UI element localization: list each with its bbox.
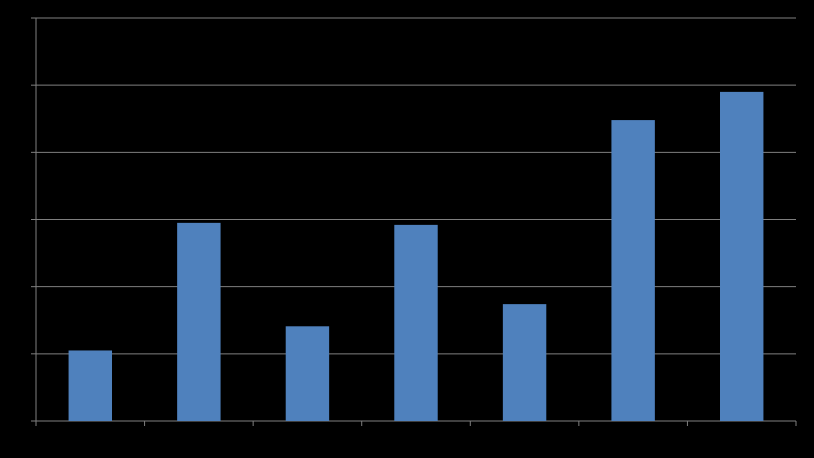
bar	[68, 350, 112, 421]
bar	[394, 224, 438, 421]
bar	[177, 222, 221, 421]
bar	[720, 91, 764, 421]
bar	[502, 304, 547, 421]
bar	[285, 326, 330, 421]
bar	[611, 120, 655, 422]
